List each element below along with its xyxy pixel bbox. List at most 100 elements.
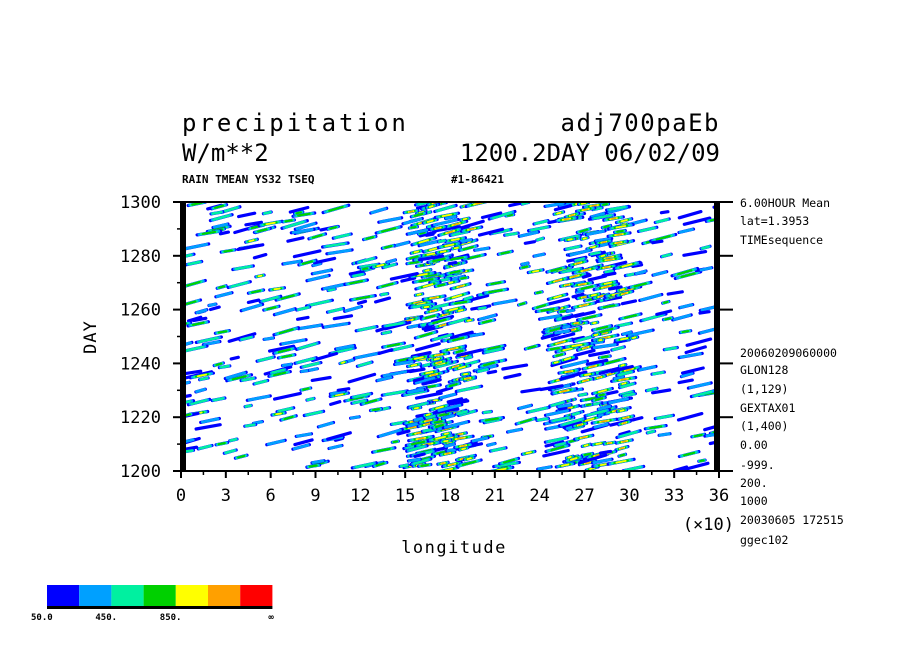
rain-level-0	[293, 438, 314, 447]
rain-cell	[589, 213, 617, 221]
rain-level-0	[236, 243, 265, 251]
rain-level-5	[590, 365, 596, 368]
rain-level-1	[459, 238, 473, 243]
rain-cell	[590, 332, 602, 338]
rain-level-3	[257, 228, 268, 233]
rain-level-2	[306, 410, 322, 417]
y-axis-label: DAY	[81, 320, 101, 354]
rain-level-1	[590, 212, 606, 219]
rain-level-3	[185, 413, 191, 417]
rain-cell	[270, 411, 287, 417]
rain-cell	[354, 256, 378, 265]
rain-level-1	[354, 351, 380, 360]
rain-level-3	[664, 317, 672, 321]
rain-level-5	[447, 230, 454, 234]
rain-level-5	[625, 368, 632, 371]
variable-title: precipitation	[182, 109, 409, 137]
rain-cell	[380, 243, 396, 250]
rain-cell	[255, 355, 276, 363]
rain-cell	[545, 265, 568, 274]
rain-cell	[617, 452, 628, 458]
rain-level-5	[443, 427, 450, 431]
rain-cell	[252, 378, 270, 386]
rain-cell	[380, 369, 410, 378]
rain-level-0	[503, 372, 522, 380]
rain-cell	[213, 329, 231, 335]
rain-cell	[677, 351, 704, 360]
rain-level-4	[428, 205, 434, 208]
rain-level-0	[561, 312, 585, 321]
rain-cell	[540, 332, 561, 340]
rain-cell	[305, 463, 322, 469]
rain-level-3	[420, 463, 429, 467]
rain-cell	[222, 448, 238, 455]
rain-cell	[612, 260, 642, 271]
rain-cell	[257, 219, 284, 228]
rain-level-3	[381, 227, 397, 233]
rain-cell	[604, 204, 630, 212]
rain-cell	[544, 440, 565, 448]
rain-level-0	[450, 330, 474, 340]
rain-cell	[252, 253, 268, 260]
rain-cell	[441, 460, 463, 469]
y-tick-label: 1300	[120, 193, 161, 213]
rain-level-0	[631, 416, 644, 422]
rain-level-3	[372, 408, 380, 412]
rain-level-5	[607, 372, 613, 376]
rain-level-3	[355, 295, 371, 300]
rain-cell	[229, 355, 240, 361]
metadata-line: ggec102	[740, 533, 788, 547]
rain-cell	[214, 441, 230, 447]
rain-level-3	[201, 230, 217, 235]
rain-level-1	[419, 239, 441, 247]
rain-cell	[201, 339, 222, 347]
rain-cell	[443, 219, 469, 229]
rain-cell	[645, 429, 657, 435]
rain-cell	[246, 288, 266, 295]
x-tick-label: 0	[176, 486, 186, 506]
rain-cell	[517, 230, 541, 238]
rain-cell	[547, 297, 571, 306]
rain-level-3	[410, 440, 426, 446]
rain-level-2	[393, 344, 411, 351]
rain-cell	[590, 342, 619, 350]
rain-level-3	[419, 231, 426, 235]
rain-cell	[677, 450, 701, 459]
precipitation-field	[181, 202, 719, 471]
rain-level-2	[190, 399, 208, 406]
rain-level-4	[448, 307, 459, 312]
rain-cell	[294, 432, 314, 438]
rain-level-1	[634, 269, 647, 276]
rain-cell	[416, 230, 429, 236]
legend-swatch	[208, 585, 241, 606]
rain-cell	[552, 210, 566, 216]
rain-cell	[210, 396, 227, 403]
rain-cell	[595, 338, 606, 343]
rain-cell	[410, 405, 423, 411]
rain-cell	[291, 211, 317, 218]
rain-cell	[261, 210, 273, 216]
legend-baseline	[47, 606, 273, 609]
rain-level-0	[553, 204, 573, 212]
rain-level-0	[598, 449, 613, 455]
rain-cell	[486, 441, 497, 447]
rain-level-5	[622, 292, 627, 295]
rain-cell	[418, 230, 437, 238]
rain-level-3	[311, 234, 323, 239]
metadata-line: lat=1.3953	[740, 214, 809, 228]
experiment-title: adj700paEb	[561, 109, 721, 137]
rain-cell	[209, 210, 225, 216]
rain-cell	[421, 217, 439, 225]
rain-level-2	[492, 228, 510, 235]
rain-level-1	[554, 329, 570, 335]
rain-cell	[543, 202, 567, 208]
rain-level-2	[623, 392, 635, 397]
rain-level-3	[550, 445, 565, 452]
rain-level-0	[655, 309, 673, 316]
rain-cell	[280, 219, 309, 230]
rain-cell	[452, 348, 467, 355]
rain-cell	[289, 227, 316, 235]
rain-level-1	[597, 405, 612, 411]
rain-level-3	[594, 397, 604, 402]
rain-level-4	[444, 467, 454, 471]
